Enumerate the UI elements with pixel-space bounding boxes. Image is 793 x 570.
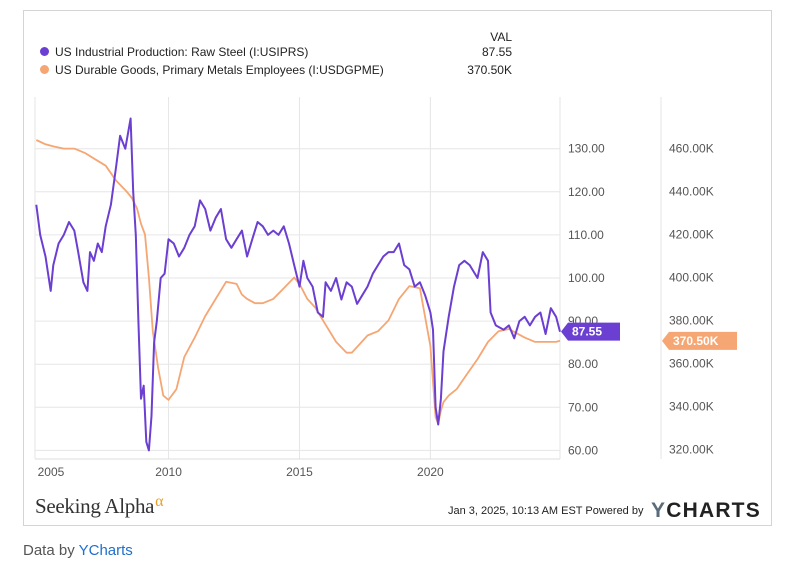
right-axis-tick-label: 400.00K	[669, 270, 714, 284]
value-column-header: VAL	[490, 30, 512, 44]
legend-marker-icon	[40, 65, 49, 74]
legend-value: 370.50K	[467, 63, 512, 77]
left-axis-tick-label: 60.00	[568, 443, 598, 457]
right-axis-tick-label: 340.00K	[669, 399, 714, 413]
legend-value: 87.55	[481, 45, 512, 59]
legend-label: US Durable Goods, Primary Metals Employe…	[55, 63, 384, 77]
right-axis-tick-label: 320.00K	[669, 442, 714, 456]
legend-label: US Industrial Production: Raw Steel (I:U…	[55, 45, 309, 59]
legend-item-primary-metals-employees[interactable]: US Durable Goods, Primary Metals Employe…	[40, 63, 384, 77]
seeking-alpha-logo: Seeking Alphaα	[35, 493, 164, 518]
right-axis-tick-label: 380.00K	[669, 313, 714, 327]
right-axis-tick-label: 440.00K	[669, 185, 714, 199]
alpha-mark-icon: α	[155, 493, 164, 510]
x-axis-tick-label: 2005	[38, 465, 65, 479]
left-axis-tick-label: 80.00	[568, 357, 598, 371]
ycharts-link[interactable]: YCharts	[78, 542, 133, 559]
right-axis-tick-label: 360.00K	[669, 356, 714, 370]
left-axis-tick-label: 70.00	[568, 400, 598, 414]
x-axis-tick-label: 2015	[286, 465, 313, 479]
series-line-raw-steel	[35, 117, 561, 452]
x-axis-tick-label: 2020	[417, 465, 444, 479]
data-attribution: Data by YCharts	[23, 542, 133, 559]
left-axis-tick-label: 100.00	[568, 271, 605, 285]
left-axis-tick-label: 120.00	[568, 185, 605, 199]
legend-marker-icon	[40, 47, 49, 56]
right-axis-tick-label: 460.00K	[669, 142, 714, 156]
last-value-badge-label: 87.55	[572, 325, 602, 339]
left-axis-tick-label: 110.00	[568, 228, 604, 242]
series-line-primary-metals-employees	[35, 139, 561, 425]
last-value-badge-employees	[662, 331, 737, 350]
legend-item-raw-steel[interactable]: US Industrial Production: Raw Steel (I:U…	[40, 45, 308, 59]
right-axis-tick-label: 420.00K	[669, 227, 714, 241]
last-value-badge-raw-steel	[561, 322, 620, 341]
left-axis-tick-label: 130.00	[568, 142, 605, 156]
x-axis-tick-label: 2010	[155, 465, 182, 479]
last-value-badge-label: 370.50K	[673, 334, 719, 348]
ycharts-logo[interactable]: YCHARTS	[651, 499, 761, 522]
timestamp-text: Jan 3, 2025, 10:13 AM EST Powered by	[448, 505, 644, 517]
